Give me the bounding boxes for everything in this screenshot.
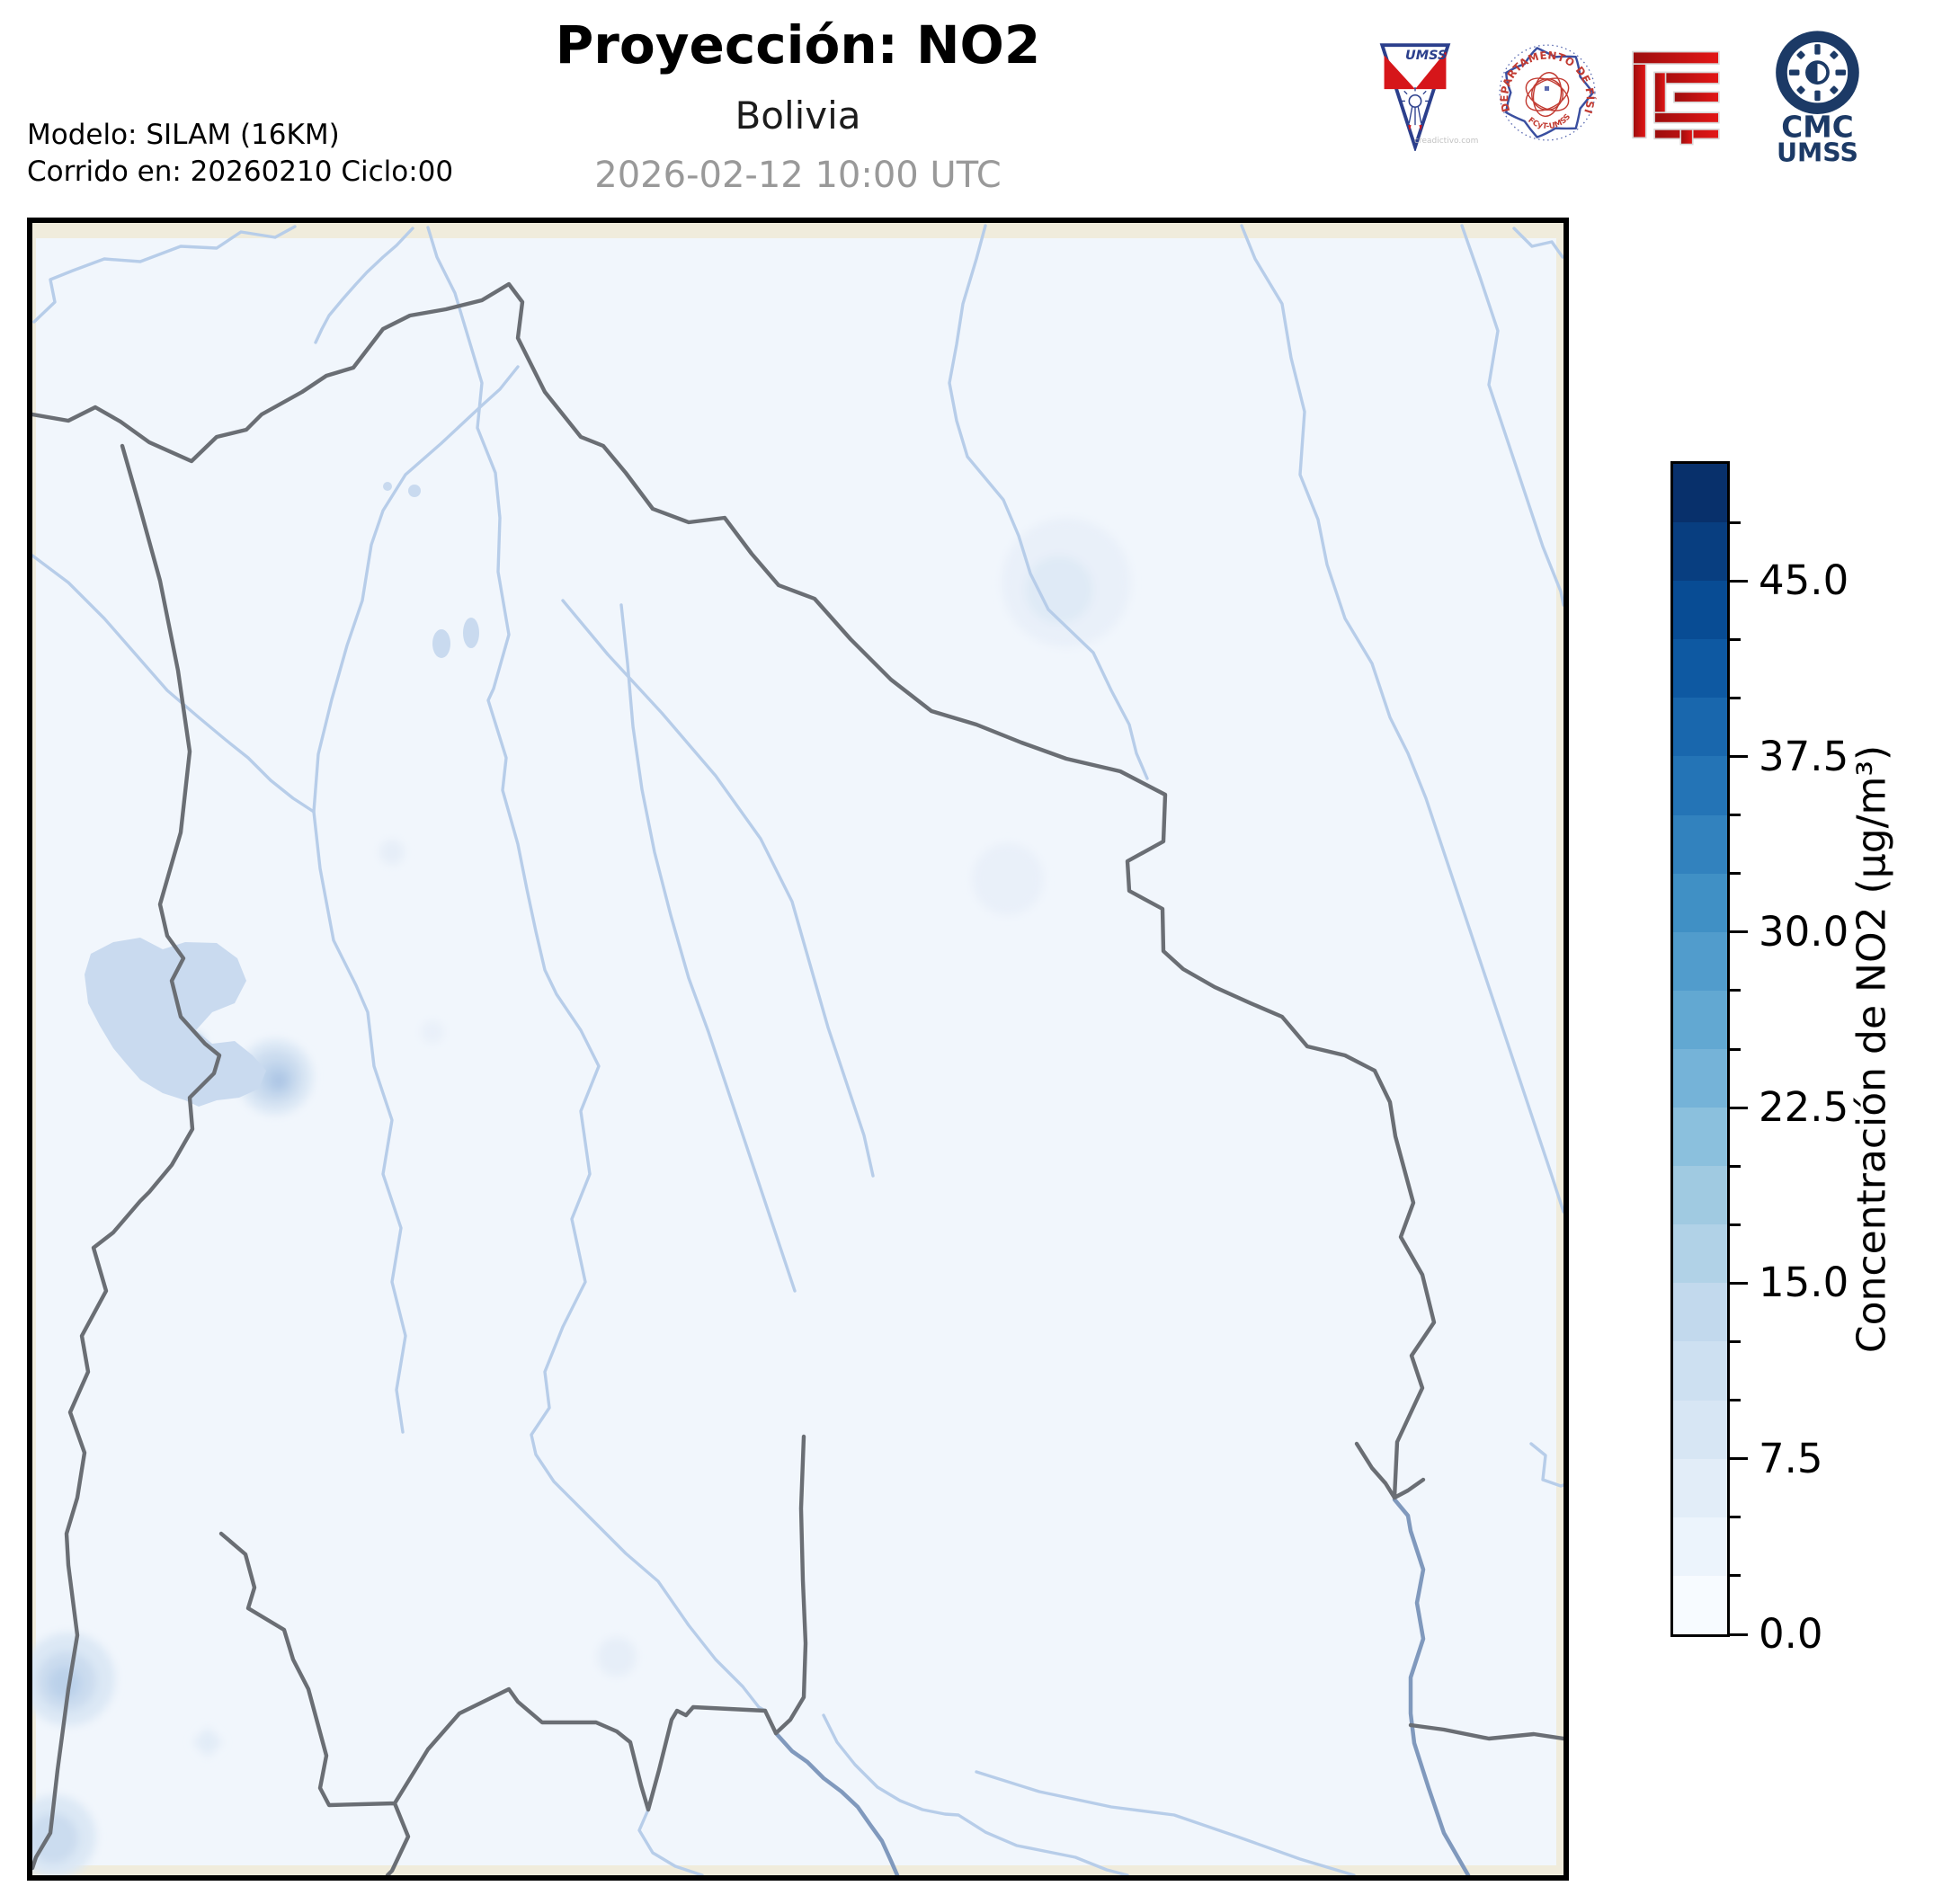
- colorbar-tick-label: 37.5: [1759, 732, 1849, 780]
- border-paraguay: [762, 1434, 808, 1736]
- colorbar-segment: [1673, 1400, 1727, 1459]
- fisica-seal-logo: DEPARTAMENTO DE FÍSICA FCyT-UMSS: [1488, 28, 1602, 151]
- colorbar-segment: [1673, 698, 1727, 757]
- colorbar-segment: [1673, 1283, 1727, 1342]
- colorbar-minor-tick: [1730, 1574, 1741, 1578]
- colorbar-segment: [1673, 931, 1727, 991]
- region-subtitle: Bolivia: [735, 93, 861, 138]
- umss-pennant-logo: UMSS creadictivo.com: [1378, 43, 1478, 155]
- colorbar-segment: [1673, 1458, 1727, 1517]
- lake-titicaca: [85, 938, 266, 1107]
- colorbar-minor-tick: [1730, 696, 1741, 699]
- colorbar-segment: [1673, 990, 1727, 1049]
- umss-pennant-text: UMSS: [1405, 49, 1447, 63]
- cmc-text: CMC: [1781, 110, 1853, 144]
- colorbar-minor-tick: [1730, 1516, 1741, 1519]
- model-name: Modelo: SILAM (16KM): [27, 119, 340, 151]
- colorbar-major-tick: [1730, 579, 1748, 583]
- colorbar-minor-tick: [1730, 872, 1741, 876]
- colorbar-major-tick: [1730, 1281, 1748, 1285]
- colorbar-tick-label: 15.0: [1759, 1259, 1849, 1307]
- colorbar-minor-tick: [1730, 1399, 1741, 1402]
- colorbar-minor-tick: [1730, 520, 1741, 524]
- colorbar-segment: [1673, 581, 1727, 640]
- colorbar-major-tick: [1730, 755, 1748, 758]
- no2-concentration-blobs: [32, 518, 1131, 1875]
- rivers: [32, 224, 1563, 1875]
- pennant-watermark: creadictivo.com: [1414, 137, 1479, 146]
- colorbar-segment: [1673, 756, 1727, 815]
- colorbar-segment: [1673, 1108, 1727, 1167]
- fcyt-red-icon: [1632, 50, 1720, 146]
- colorbar-tick-label: 0.0: [1759, 1610, 1823, 1658]
- cmc-umss-text: UMSS: [1777, 138, 1858, 164]
- border-southwest: [218, 1531, 768, 1875]
- colorbar-tick-label: 22.5: [1759, 1083, 1849, 1132]
- forecast-datetime: 2026-02-12 10:00 UTC: [594, 155, 1002, 196]
- colorbar-segment: [1673, 1575, 1727, 1634]
- colorbar-major-tick: [1730, 930, 1748, 934]
- major-rivers: [773, 1497, 1471, 1875]
- lake-rogaguado: [432, 629, 450, 658]
- colorbar-tick-label: 45.0: [1759, 556, 1849, 605]
- cmc-umss-icon: CMC UMSS: [1776, 31, 1859, 168]
- colorbar-minor-tick: [1730, 814, 1741, 817]
- colorbar-segment: [1673, 464, 1727, 523]
- colorbar-segment: [1673, 1166, 1727, 1225]
- colorbar-segment: [1673, 1341, 1727, 1401]
- colorbar-minor-tick: [1730, 1340, 1741, 1343]
- model-run-info: Corrido en: 20260210 Ciclo:00: [27, 156, 454, 188]
- colorbar-major-tick: [1730, 1633, 1748, 1636]
- umss-pennant-icon: UMSS: [1379, 43, 1451, 153]
- colorbar-segment: [1673, 1224, 1727, 1284]
- colorbar-major-tick: [1730, 1457, 1748, 1461]
- la-paz-blob: [184, 1033, 313, 1115]
- colorbar-minor-tick: [1730, 1047, 1741, 1051]
- colorbar-segment: [1673, 1517, 1727, 1576]
- lake-rogagua: [463, 618, 479, 648]
- cmc-umss-logo: CMC UMSS: [1773, 29, 1863, 168]
- colorbar-minor-tick: [1730, 637, 1741, 641]
- border-west: [32, 443, 222, 1871]
- pilcomayo-river: [773, 1731, 900, 1875]
- southwest-blobs: [32, 1633, 223, 1875]
- colorbar: [1670, 461, 1730, 1637]
- page-title: Proyección: NO2: [555, 14, 1041, 76]
- colorbar-minor-tick: [1730, 1223, 1741, 1226]
- colorbar-minor-tick: [1730, 1164, 1741, 1168]
- model-info: Modelo: SILAM (16KM) Corrido en: 2026021…: [27, 117, 453, 191]
- colorbar-segment: [1673, 639, 1727, 698]
- country-borders: [32, 281, 1563, 1875]
- colorbar-tick-label: 7.5: [1759, 1434, 1823, 1482]
- colorbar-segment: [1673, 1048, 1727, 1108]
- colorbar-segment: [1673, 873, 1727, 932]
- border-north: [32, 281, 1437, 1500]
- colorbar-label: Concentración de NO2 (µg/m³): [1848, 744, 1895, 1354]
- colorbar-tick-label: 30.0: [1759, 907, 1849, 956]
- map-frame: [27, 218, 1569, 1881]
- colorbar-segment: [1673, 522, 1727, 582]
- colorbar-minor-tick: [1730, 989, 1741, 992]
- fisica-seal-icon: DEPARTAMENTO DE FÍSICA FCyT-UMSS: [1488, 28, 1597, 141]
- border-southeast: [1408, 1722, 1563, 1741]
- colorbar-major-tick: [1730, 1106, 1748, 1109]
- bolivia-map: [32, 224, 1563, 1875]
- lakes: [85, 482, 479, 1107]
- fcyt-red-logo: [1629, 47, 1723, 149]
- paraguay-river: [1392, 1497, 1471, 1875]
- colorbar-segment: [1673, 814, 1727, 874]
